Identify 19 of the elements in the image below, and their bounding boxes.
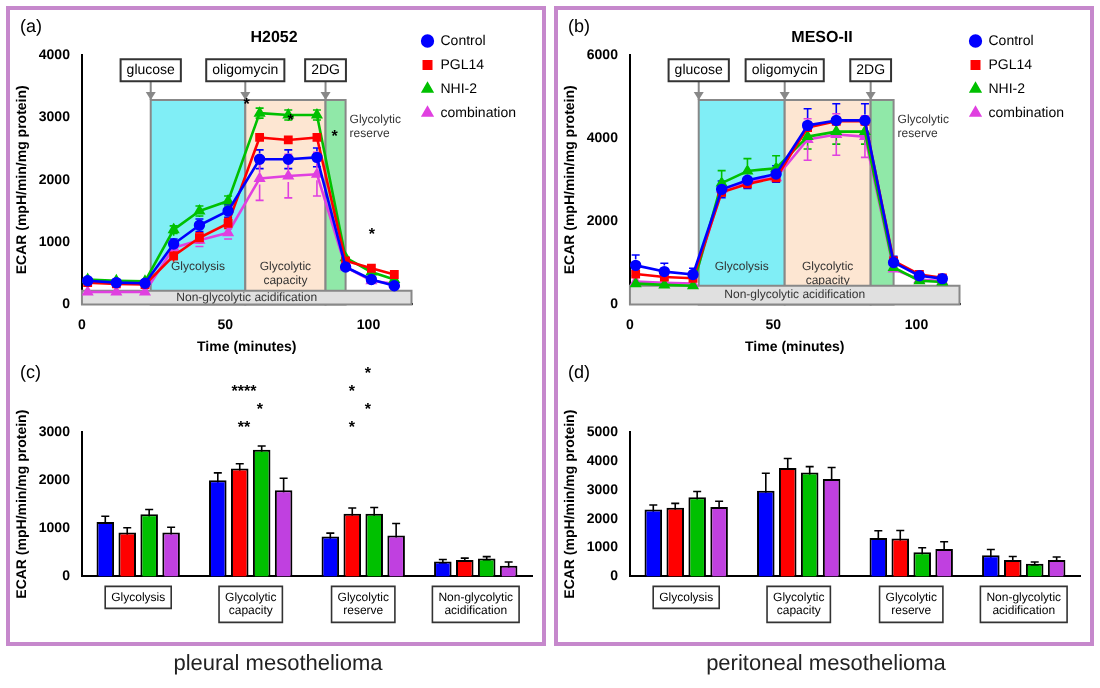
text: (b): [568, 15, 590, 36]
text: peritoneal mesothelioma: [704, 652, 948, 676]
text: pleural mesothelioma: [171, 652, 385, 676]
text: *: [348, 382, 357, 401]
text: *: [256, 400, 265, 419]
text: *: [364, 400, 373, 419]
text: ****: [231, 382, 259, 401]
chart-title: MESO-II: [791, 28, 853, 47]
annotation: *: [287, 111, 296, 130]
chart-title: H2052: [250, 28, 299, 47]
annotation: *: [348, 418, 357, 437]
text: (c): [20, 361, 41, 382]
annotation: *: [331, 127, 340, 146]
annotation: *: [368, 225, 377, 244]
annotation: **: [237, 418, 252, 437]
annotation: *: [243, 95, 252, 114]
text: *: [364, 364, 373, 383]
text: (d): [568, 361, 590, 382]
text: (a): [20, 15, 42, 36]
